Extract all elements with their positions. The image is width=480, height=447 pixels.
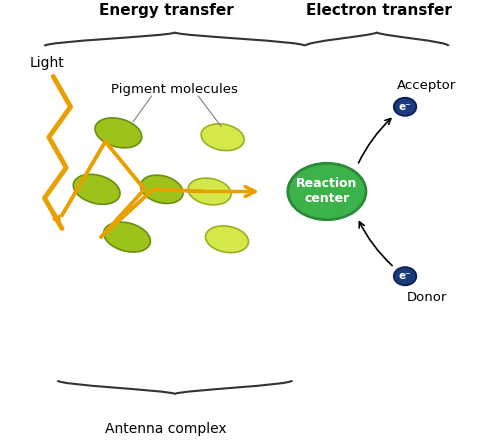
Ellipse shape (201, 124, 244, 151)
Ellipse shape (104, 222, 150, 252)
Text: Donor: Donor (407, 291, 447, 304)
Ellipse shape (95, 118, 142, 148)
Ellipse shape (288, 163, 366, 220)
Text: e⁻: e⁻ (399, 271, 411, 281)
Text: Antenna complex: Antenna complex (105, 422, 227, 436)
Ellipse shape (73, 174, 120, 204)
Text: Acceptor: Acceptor (397, 79, 456, 92)
Ellipse shape (394, 267, 416, 285)
Text: Energy transfer: Energy transfer (99, 3, 234, 18)
Text: Pigment molecules: Pigment molecules (111, 83, 238, 96)
Text: Light: Light (29, 56, 64, 70)
Ellipse shape (394, 97, 416, 116)
Text: Electron transfer: Electron transfer (306, 3, 452, 18)
Ellipse shape (141, 175, 183, 203)
Text: e⁻: e⁻ (399, 102, 411, 112)
Ellipse shape (188, 178, 231, 205)
Text: Reaction
center: Reaction center (296, 177, 358, 206)
Ellipse shape (205, 226, 249, 253)
